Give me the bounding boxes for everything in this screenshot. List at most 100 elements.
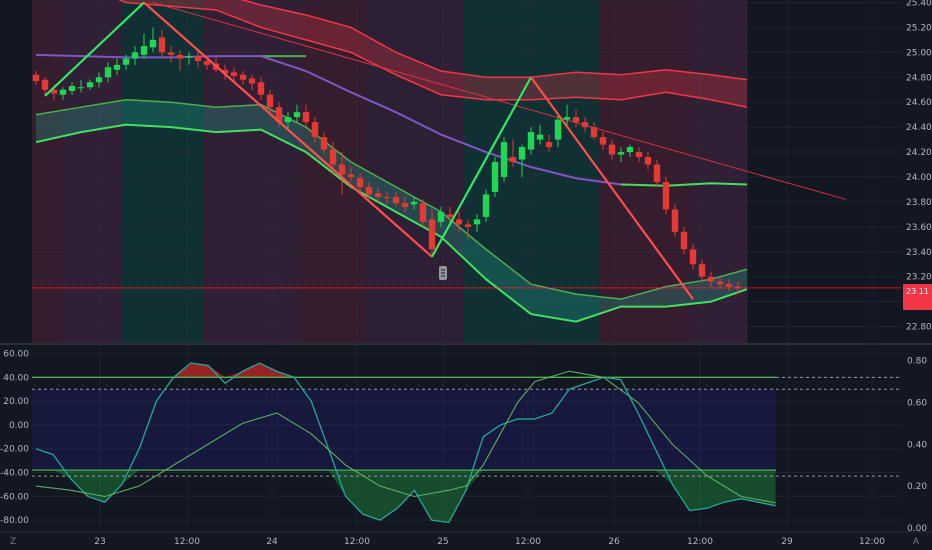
osc-left-tick-label: 20.00 — [3, 397, 29, 407]
candle-body — [653, 164, 661, 182]
time-tick-label: 24 — [266, 537, 278, 547]
candle — [608, 139, 616, 160]
candle-body — [374, 193, 382, 197]
candle — [302, 104, 310, 128]
candle — [68, 82, 76, 95]
candle-body — [383, 196, 391, 199]
candle-body — [689, 249, 697, 265]
candle — [716, 276, 724, 290]
candle-body — [284, 117, 292, 123]
candle — [230, 67, 238, 83]
price-tick-label: 24.80 — [906, 73, 932, 83]
candle-body — [599, 137, 607, 145]
candle-body — [545, 142, 553, 148]
time-tick-label: 12:00 — [174, 537, 200, 547]
auto-scale-icon[interactable]: A — [913, 537, 920, 547]
candle-body — [122, 58, 130, 65]
candle — [392, 191, 400, 207]
candle — [527, 127, 535, 155]
candle-body — [293, 112, 301, 118]
price-tick-label: 22.80 — [906, 323, 932, 333]
ma-segment-green — [620, 182, 748, 187]
candle-body — [473, 219, 481, 225]
time-tick-label: 12:00 — [859, 537, 885, 547]
price-tick-label: 23.40 — [906, 248, 932, 258]
candle-body — [248, 78, 256, 84]
price-pane[interactable] — [32, 0, 902, 344]
osc-left-tick-label: -60.00 — [0, 492, 29, 502]
candle — [518, 144, 526, 177]
candle-body — [149, 39, 157, 48]
candle — [77, 79, 85, 93]
oscillator-right-axis[interactable]: 0.80 0.60 0.40 0.20 0.00 — [907, 357, 927, 534]
candle-body — [527, 132, 535, 150]
oscillator-left-axis[interactable]: 60.00 40.00 20.00 0.00 -20.00 -40.00 -60.00 -80… — [0, 350, 29, 527]
time-tick-label: 12:00 — [515, 537, 541, 547]
candle — [374, 186, 382, 202]
candle — [410, 196, 418, 210]
candle — [41, 77, 49, 95]
candle — [707, 271, 715, 287]
osc-right-tick-label: 0.80 — [907, 357, 927, 367]
time-axis[interactable]: 23 12:00 24 12:00 25 12:00 26 12:00 29 12:00 — [94, 537, 885, 547]
price-tick-label: 25.40 — [906, 0, 932, 8]
candle-body — [635, 152, 643, 158]
candle — [257, 77, 265, 100]
candle — [653, 159, 661, 187]
candle — [455, 211, 463, 232]
candle-body — [311, 122, 319, 138]
candle-body — [95, 77, 103, 83]
price-tick-label: 25.00 — [906, 48, 932, 58]
lower-band-bottom-line — [35, 123, 748, 323]
time-tick-label: 29 — [781, 537, 793, 547]
candle — [563, 104, 571, 128]
candle-body — [536, 134, 544, 140]
candle-body — [410, 201, 418, 205]
zigzag-up-segment — [431, 76, 532, 258]
candle — [428, 209, 436, 255]
candle-body — [581, 122, 589, 128]
candle — [491, 157, 499, 197]
candle — [419, 199, 427, 227]
candle-body — [644, 157, 652, 165]
candle — [698, 259, 706, 282]
candle — [590, 122, 598, 140]
osc-main-line — [35, 362, 776, 524]
price-tick-label: 23.80 — [906, 198, 932, 208]
pivot-marker — [439, 266, 447, 280]
candle-body — [266, 94, 274, 108]
candle — [140, 33, 148, 59]
candle — [167, 46, 175, 63]
timezone-icon[interactable]: Z — [10, 537, 16, 547]
candle-body — [572, 117, 580, 123]
osc-oversold-fill — [36, 470, 776, 523]
candle — [482, 189, 490, 222]
candle-body — [392, 196, 400, 204]
candle — [401, 196, 409, 212]
candle — [383, 191, 391, 205]
oscillator-pane[interactable] — [32, 344, 902, 532]
candle-body — [230, 72, 238, 77]
candle — [725, 279, 733, 292]
candle — [437, 206, 445, 227]
zigzag-down-segment — [143, 1, 433, 258]
oscillator-levels — [32, 376, 902, 477]
candle-body — [356, 178, 364, 187]
zigzag-up-segment — [44, 1, 145, 97]
upper-band-top-line — [240, 0, 748, 81]
candle — [626, 144, 634, 158]
time-tick-label: 23 — [94, 537, 105, 547]
descending-trend-line — [152, 2, 847, 200]
osc-left-tick-label: -20.00 — [0, 445, 29, 455]
candle — [644, 152, 652, 170]
price-tick-label: 24.40 — [906, 123, 932, 133]
candle — [59, 87, 67, 100]
upper-band-bottom-line — [118, 0, 748, 108]
candle — [554, 114, 562, 148]
osc-secondary-line — [35, 370, 776, 504]
candle — [338, 152, 346, 195]
candle — [680, 226, 688, 255]
candle-body — [365, 186, 373, 195]
oscillator-lines — [35, 362, 776, 524]
trend-line — [152, 2, 847, 200]
